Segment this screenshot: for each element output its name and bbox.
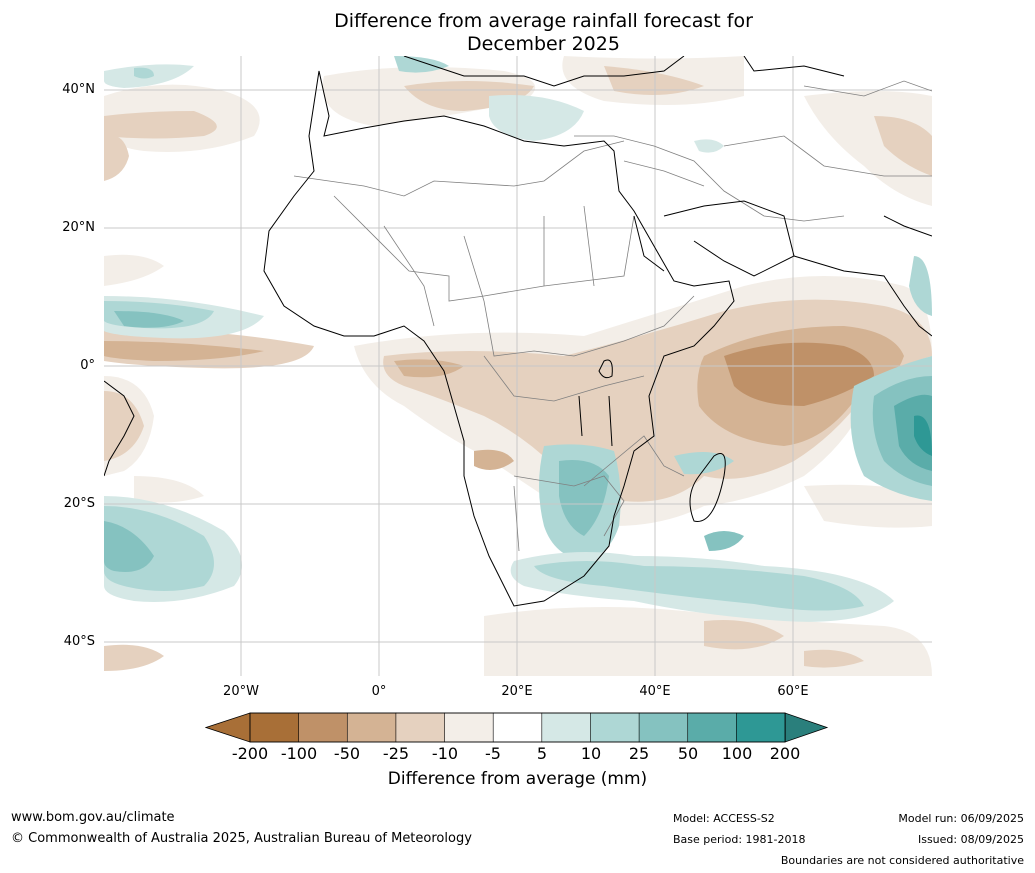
- chart-title: Difference from average rainfall forecas…: [0, 10, 1035, 56]
- lat-label-40n: 40°N: [62, 82, 95, 97]
- colorbar: [205, 712, 829, 743]
- lat-label-20s: 20°S: [63, 496, 95, 511]
- title-line-2: December 2025: [467, 33, 620, 55]
- colorbar-tick: -10: [431, 744, 459, 763]
- colorbar-cell: [638, 712, 689, 743]
- colorbar-extend-low: [205, 712, 251, 743]
- coastlines: [104, 56, 932, 607]
- footer-model-run: Model run: 06/09/2025: [898, 812, 1024, 825]
- colorbar-label: Difference from average (mm): [387, 769, 648, 789]
- footer-base-period: Base period: 1981-2018: [673, 833, 806, 846]
- lon-label-0: 0°: [371, 684, 387, 699]
- footer-boundaries-note: Boundaries are not considered authoritat…: [780, 854, 1024, 867]
- colorbar-cell: [298, 712, 348, 743]
- lon-label-20w: 20°W: [223, 684, 259, 699]
- map-gridlines: [104, 56, 932, 676]
- wet-anomaly-areas: [104, 56, 932, 622]
- colorbar-tick: 10: [580, 744, 602, 763]
- footer-website: www.bom.gov.au/climate: [11, 810, 175, 825]
- colorbar-tick: -200: [231, 744, 269, 763]
- colorbar-cell: [249, 712, 300, 743]
- colorbar-extend-high: [784, 712, 829, 743]
- country-boundaries: [293, 80, 932, 552]
- lon-label-60e: 60°E: [777, 684, 809, 699]
- footer-copyright: © Commonwealth of Australia 2025, Austra…: [11, 831, 472, 846]
- colorbar-cell: [444, 712, 494, 743]
- colorbar-cell: [541, 712, 592, 743]
- colorbar-tick: 25: [628, 744, 650, 763]
- title-line-1: Difference from average rainfall forecas…: [334, 10, 753, 32]
- dry-anomaly-areas: [104, 56, 932, 676]
- lon-label-20e: 20°E: [501, 684, 533, 699]
- colorbar-tick: -50: [333, 744, 361, 763]
- rainfall-anomaly-map: [104, 56, 932, 676]
- colorbar-tick: 100: [721, 744, 753, 763]
- colorbar-cell: [492, 712, 543, 743]
- footer-issued: Issued: 08/09/2025: [917, 833, 1024, 846]
- colorbar-tick: 5: [536, 744, 548, 763]
- lat-label-0: 0°: [80, 358, 95, 373]
- colorbar-tick: 50: [677, 744, 699, 763]
- colorbar-cell: [687, 712, 737, 743]
- lat-label-20n: 20°N: [62, 220, 95, 235]
- colorbar-cell: [590, 712, 640, 743]
- colorbar-tick: -100: [280, 744, 318, 763]
- colorbar-cell: [395, 712, 446, 743]
- colorbar-tick: -25: [382, 744, 410, 763]
- colorbar-cell: [736, 712, 786, 743]
- colorbar-cell: [346, 712, 397, 743]
- lon-label-40e: 40°E: [639, 684, 671, 699]
- footer-model: Model: ACCESS-S2: [673, 812, 775, 825]
- colorbar-tick: -5: [485, 744, 501, 763]
- colorbar-tick: 200: [769, 744, 801, 763]
- lat-label-40s: 40°S: [63, 634, 95, 649]
